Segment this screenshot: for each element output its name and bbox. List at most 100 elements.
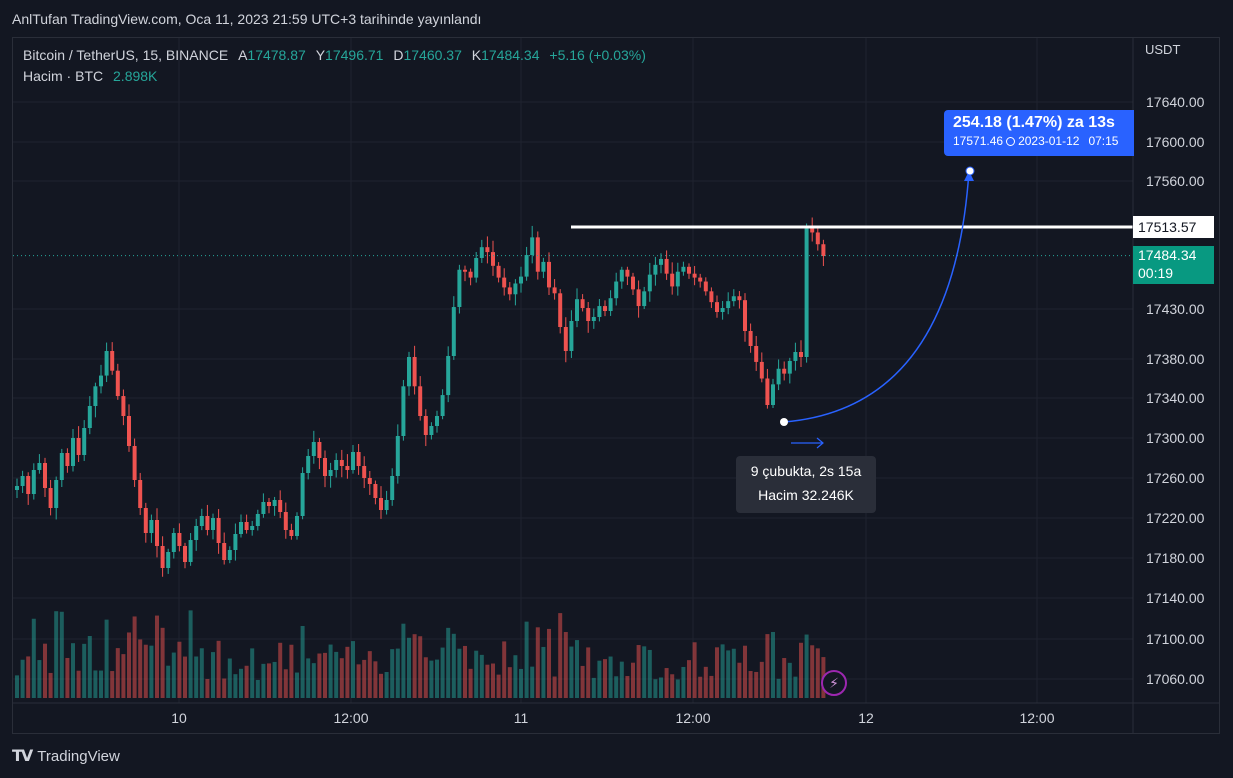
candle <box>586 302 591 333</box>
candle <box>362 456 367 489</box>
candle <box>104 342 109 383</box>
candle <box>491 240 495 276</box>
volume-bar <box>810 645 815 698</box>
candle <box>485 236 490 264</box>
volume-bar <box>463 645 467 698</box>
candle <box>183 542 187 569</box>
candle <box>451 296 456 360</box>
candle <box>608 290 613 316</box>
candle <box>227 546 232 564</box>
candle <box>261 493 266 518</box>
candle <box>815 225 820 251</box>
candle <box>496 262 501 283</box>
volume-bar <box>429 660 434 698</box>
candle <box>99 364 103 394</box>
volume-bar <box>356 664 361 698</box>
candle <box>373 480 378 505</box>
volume-bar <box>619 661 624 698</box>
volume-bar <box>121 654 126 698</box>
candle <box>267 498 271 514</box>
volume-bar <box>87 635 92 698</box>
price-tick-label: 17640.00 <box>1146 94 1205 110</box>
high-value: 17496.71 <box>325 47 384 63</box>
candle <box>115 363 120 400</box>
volume-bar <box>547 628 551 698</box>
candle <box>160 536 165 577</box>
candle <box>765 368 770 409</box>
close-label: K <box>471 47 482 63</box>
candle <box>127 404 131 452</box>
volume-bar <box>306 658 311 698</box>
volume-bar <box>362 659 367 698</box>
volume-bar <box>468 668 473 698</box>
candle <box>681 261 686 276</box>
candle <box>211 513 215 540</box>
projection-end-point <box>965 166 975 176</box>
symbol-title[interactable]: Bitcoin / TetherUS, 15, BINANCE <box>23 47 229 63</box>
volume-bar <box>351 641 355 698</box>
candle <box>754 335 759 371</box>
price-tick-label: 17100.00 <box>1146 631 1205 647</box>
candle <box>278 490 283 519</box>
price-tick-label: 17340.00 <box>1146 390 1205 406</box>
change-value: +5.16 (+0.03%) <box>549 47 646 63</box>
tradingview-brand: 𝗧𝗩 TradingView <box>12 746 120 766</box>
candle <box>143 502 148 543</box>
volume-bar <box>759 661 764 698</box>
volume-row: Hacim · BTC 2.898K <box>23 66 646 87</box>
volume-bar <box>255 679 260 698</box>
volume-bar <box>110 671 115 698</box>
time-tick-label: 12:00 <box>675 710 710 726</box>
time-axis: 10 12:00 11 12:00 12 12:00 <box>13 702 1219 726</box>
candle <box>300 467 305 520</box>
volume-bar <box>681 666 686 698</box>
volume-bar <box>726 650 731 698</box>
candle <box>782 361 787 381</box>
open-label: A <box>238 47 248 63</box>
measure-label[interactable]: 254.18 (1.47%) za 13s 17571.46 2023-01-1… <box>944 110 1134 156</box>
volume-bar <box>687 660 691 698</box>
lightning-icon[interactable]: ⚡ <box>821 670 847 696</box>
volume-label[interactable]: Hacim · BTC <box>23 68 104 84</box>
volume-bar <box>93 670 98 698</box>
candle <box>793 342 798 371</box>
candle <box>328 462 333 488</box>
volume-bar <box>793 676 798 698</box>
candle <box>31 463 36 500</box>
candle <box>26 472 31 505</box>
volume-bar <box>743 645 747 698</box>
candle <box>54 476 59 520</box>
currency-label[interactable]: USDT <box>1145 42 1181 57</box>
low-value: 17460.37 <box>403 47 462 63</box>
volume-bar <box>457 648 462 698</box>
volume-bar <box>300 625 305 698</box>
volume-bar <box>76 670 81 698</box>
candle <box>731 289 736 307</box>
volume-bar <box>631 662 635 698</box>
volume-bar <box>485 664 490 698</box>
volume-bar <box>692 642 697 698</box>
measure-detail-price: 17571.46 <box>953 134 1004 148</box>
time-tick-label: 12:00 <box>1019 710 1054 726</box>
volume-bar <box>715 647 719 698</box>
candle <box>804 223 809 363</box>
candle <box>524 246 529 281</box>
price-chart[interactable]: 17640.00 17600.00 17560.00 17430.00 17380.00… <box>13 38 1220 734</box>
volume-bar <box>586 647 591 698</box>
candle <box>580 294 585 312</box>
last-price-value: 17484.34 <box>1138 247 1197 263</box>
volume-bar <box>569 646 574 698</box>
volume-bar <box>367 651 372 698</box>
price-tick-label: 17560.00 <box>1146 173 1205 189</box>
candle <box>71 428 75 472</box>
volume-bar <box>563 632 568 698</box>
time-tick-label: 12 <box>858 710 874 726</box>
measure-detail-time: 07:15 <box>1088 134 1119 148</box>
candle <box>323 450 327 488</box>
volume-bar <box>233 674 238 698</box>
candle <box>659 253 663 274</box>
candle <box>776 359 781 391</box>
candle <box>468 268 473 286</box>
candle <box>250 520 255 536</box>
volume-bar <box>591 677 596 698</box>
